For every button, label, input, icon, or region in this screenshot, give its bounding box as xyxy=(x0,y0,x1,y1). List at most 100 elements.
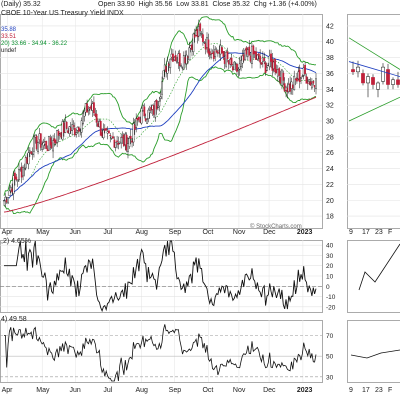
y-tick-label: 30 xyxy=(326,119,334,126)
x-tick-label: Dec xyxy=(263,229,276,236)
candle-body xyxy=(16,177,17,180)
inset-candle-body xyxy=(361,73,364,83)
candle-body xyxy=(266,67,267,70)
inset-x-tick-label-bottom: F xyxy=(388,387,392,394)
ind1-tick-label: 0 xyxy=(326,284,330,291)
candle-body xyxy=(294,76,295,90)
candle-body xyxy=(115,142,116,147)
y-tick-label: 32 xyxy=(326,103,334,110)
ind1-tick-label: -10 xyxy=(326,294,336,301)
chg-label: Chg xyxy=(254,1,267,8)
candle-body xyxy=(299,70,300,82)
x-tick-label-bottom: Sep xyxy=(169,387,182,394)
candle-body xyxy=(302,76,303,77)
ind1-tick-label: 10 xyxy=(326,274,334,281)
candle-body xyxy=(9,191,10,196)
ohlc-readout: Open 33.90 High 35.56 Low 33.81 Close 35… xyxy=(98,1,317,8)
ind1-tick-label: 40 xyxy=(326,243,334,250)
candle-body xyxy=(175,55,176,61)
inset-candle-body xyxy=(386,69,389,84)
candle-body xyxy=(130,136,131,139)
inset-ind1-frame xyxy=(348,241,400,313)
inset-x-tick-label: 23 xyxy=(375,229,383,236)
x-tick-label-bottom: Nov xyxy=(233,387,246,394)
candle-body xyxy=(108,131,109,134)
legend-line-1: 35.88 xyxy=(1,27,16,33)
legend-line-2: 33.51 xyxy=(1,34,16,40)
ind1-tick-label: -20 xyxy=(326,304,336,311)
inset-candle-body xyxy=(366,77,369,83)
indicator1-frame xyxy=(1,241,323,313)
y-tick-label: 22 xyxy=(326,182,334,189)
candle-body xyxy=(88,109,89,110)
candle-body xyxy=(163,71,164,79)
legend-line-3: 20) 33.66 - 34.94 - 36.22 xyxy=(1,41,67,47)
inset-x-tick-label-bottom: 9 xyxy=(349,387,353,394)
candle-body xyxy=(78,128,79,132)
candle-body xyxy=(189,48,190,60)
candle-body xyxy=(112,137,113,139)
close-label: Close xyxy=(213,1,231,8)
candle-body xyxy=(199,24,200,31)
inset-candle-body xyxy=(356,67,359,72)
candle-body xyxy=(31,152,32,154)
candle-body xyxy=(261,63,262,65)
x-tick-label: Jul xyxy=(103,229,112,236)
candle-body xyxy=(33,137,34,151)
ind1-tick-label: 30 xyxy=(326,253,334,260)
candle-body xyxy=(223,51,224,56)
inset-candle-body xyxy=(381,67,384,81)
x-tick-label-bottom: Oct xyxy=(202,387,213,394)
open-label: Open xyxy=(98,1,115,8)
x-tick-label: Apr xyxy=(2,229,14,236)
candle-body xyxy=(217,52,218,53)
y-tick-label: 42 xyxy=(326,23,334,30)
candle-body xyxy=(210,55,211,58)
candle-body xyxy=(93,103,94,113)
chg-value: +1.36 (+4.00%) xyxy=(269,1,317,8)
inset-main-frame xyxy=(348,15,400,229)
inset-candle-body xyxy=(371,77,374,84)
candle-body xyxy=(144,107,145,116)
candle-body xyxy=(86,104,87,113)
y-tick-label: 36 xyxy=(326,71,334,78)
candle-body xyxy=(234,62,235,69)
candle-body xyxy=(28,153,29,164)
inset-candle-body xyxy=(396,80,399,85)
indicator2-frame xyxy=(1,321,323,383)
candle-body xyxy=(17,180,18,182)
x-tick-label: Oct xyxy=(202,229,213,236)
inset-candle-body xyxy=(391,80,394,85)
x-tick-label: Jun xyxy=(70,229,81,236)
y-tick-label: 26 xyxy=(326,150,334,157)
candle-body xyxy=(24,169,25,170)
x-tick-label-bottom: Jul xyxy=(103,387,112,394)
candle-body xyxy=(186,55,187,64)
x-tick-label-bottom: Apr xyxy=(2,387,14,394)
x-tick-label-bottom: Dec xyxy=(263,387,276,394)
x-tick-label: Nov xyxy=(233,229,246,236)
x-tick-label: Sep xyxy=(169,229,182,236)
candle-body xyxy=(249,47,250,55)
candle-body xyxy=(116,141,117,142)
open-value: 33.90 xyxy=(117,1,135,8)
x-tick-label-bottom: 2023 xyxy=(297,387,313,394)
x-tick-label: Aug xyxy=(135,229,148,236)
candle-body xyxy=(236,64,237,71)
candle-body xyxy=(96,114,97,122)
ind1-tick-label: 20 xyxy=(326,263,334,270)
candle-body xyxy=(103,130,104,138)
high-label: High xyxy=(139,1,153,8)
candle-body xyxy=(311,84,312,88)
x-tick-label: 2023 xyxy=(297,229,313,236)
candle-body xyxy=(76,133,77,135)
candle-body xyxy=(259,56,260,62)
inset-x-tick-label-bottom: 23 xyxy=(375,387,383,394)
high-value: 35.56 xyxy=(155,1,173,8)
inset-candle-body xyxy=(376,83,379,89)
candle-body xyxy=(307,83,308,84)
candle-body xyxy=(167,61,168,73)
candle-body xyxy=(300,78,301,79)
candle-body xyxy=(37,143,38,152)
